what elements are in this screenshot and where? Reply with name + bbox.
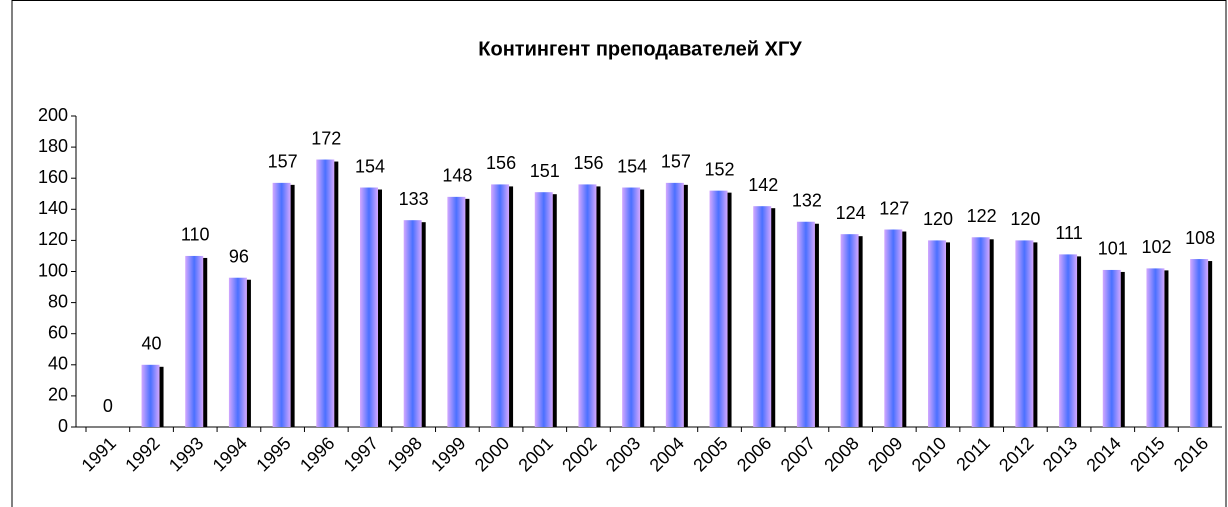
x-tick-label: 2007 (777, 433, 819, 475)
bar (709, 190, 728, 427)
value-label: 156 (573, 153, 603, 173)
x-tick-label: 1994 (209, 433, 251, 475)
bar (665, 182, 684, 427)
value-label: 102 (1141, 237, 1171, 257)
bar (316, 159, 335, 428)
bar (622, 187, 641, 427)
x-tick-label: 1997 (340, 433, 382, 475)
bar (403, 220, 422, 427)
value-label: 101 (1098, 239, 1128, 259)
x-tick-label: 2013 (1039, 433, 1081, 475)
bar (578, 184, 597, 427)
y-tick-label: 120 (38, 229, 68, 249)
bar (534, 192, 553, 427)
chart-border (11, 0, 1227, 507)
bar (796, 221, 815, 427)
bar (141, 364, 160, 427)
value-label: 124 (836, 203, 866, 223)
value-label: 111 (1055, 223, 1082, 243)
x-tick-label: 2011 (952, 433, 994, 475)
value-label: 132 (792, 190, 822, 210)
value-label: 151 (530, 161, 560, 181)
y-tick-label: 0 (58, 416, 68, 436)
x-tick-label: 2005 (689, 433, 731, 475)
bar (360, 187, 378, 427)
value-label: 110 (181, 225, 210, 245)
bar (447, 196, 466, 427)
bar (753, 206, 772, 427)
x-tick-label: 2006 (733, 433, 775, 475)
x-tick-label: 2000 (471, 433, 513, 475)
value-label: 127 (879, 198, 909, 218)
x-tick-label: 2016 (1170, 433, 1212, 475)
y-tick-label: 200 (38, 105, 68, 125)
bar (272, 182, 291, 427)
x-tick-label: 2014 (1082, 433, 1124, 475)
x-tick-label: 1992 (121, 433, 163, 475)
y-tick-label: 100 (38, 260, 68, 280)
x-tick-label: 2003 (602, 433, 644, 475)
value-label: 122 (967, 206, 997, 226)
x-tick-label: 1991 (78, 433, 120, 475)
value-label: 156 (486, 153, 516, 173)
value-label: 120 (923, 209, 953, 229)
bar (884, 229, 903, 427)
x-tick-label: 1999 (427, 433, 469, 475)
value-label: 154 (617, 156, 647, 176)
value-label: 142 (748, 175, 778, 195)
bar (185, 255, 204, 427)
x-tick-label: 2010 (908, 433, 950, 475)
value-label: 157 (661, 152, 691, 172)
y-tick-label: 180 (38, 136, 68, 156)
value-label: 154 (355, 156, 385, 176)
value-label: 120 (1010, 209, 1040, 229)
x-tick-label: 2008 (820, 433, 862, 475)
y-tick-label: 20 (48, 385, 68, 405)
bar (1190, 259, 1209, 427)
bar (840, 234, 859, 427)
bar (1102, 269, 1121, 427)
value-label: 96 (229, 246, 249, 266)
value-label: 108 (1185, 228, 1215, 248)
value-label: 148 (442, 166, 472, 186)
bar (1146, 268, 1165, 427)
value-label: 172 (311, 128, 341, 148)
x-tick-label: 2002 (558, 433, 600, 475)
bar (228, 277, 247, 427)
bar (1015, 240, 1034, 427)
y-tick-label: 80 (48, 291, 68, 311)
bar (491, 184, 510, 427)
value-label: 157 (268, 152, 298, 172)
x-tick-label: 1995 (252, 433, 294, 475)
bar (971, 237, 990, 427)
x-tick-label: 2004 (646, 433, 688, 475)
x-tick-label: 2012 (995, 433, 1037, 475)
value-label: 40 (142, 334, 162, 354)
bar (1059, 254, 1078, 427)
value-label: 0 (103, 396, 113, 416)
bar (928, 240, 946, 427)
y-tick-label: 60 (48, 322, 68, 342)
value-label: 152 (705, 159, 735, 179)
x-tick-label: 2001 (514, 433, 556, 475)
x-tick-label: 2015 (1126, 433, 1168, 475)
x-tick-label: 2009 (864, 433, 906, 475)
value-label: 133 (399, 189, 429, 209)
chart-title: Контингент преподавателей ХГУ (478, 38, 802, 60)
x-tick-label: 1996 (296, 433, 338, 475)
x-tick-label: 1993 (165, 433, 207, 475)
y-tick-label: 40 (48, 354, 68, 374)
y-tick-label: 160 (38, 167, 68, 187)
y-tick-label: 140 (38, 198, 68, 218)
x-tick-label: 1998 (383, 433, 425, 475)
